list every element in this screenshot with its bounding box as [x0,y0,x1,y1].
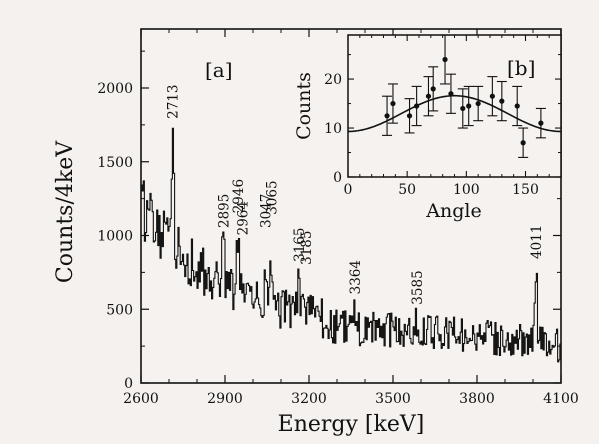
inset-y-tick-label: 20 [324,72,342,88]
angular-distribution-fit-curve [347,94,562,133]
data-point-with-error-bar [445,73,456,114]
inset-axis-tick-labels: 0 50 100 150 0 10 20 [324,72,539,198]
data-point [499,98,505,104]
peak-energy-label: 3364 [348,260,364,294]
energy-spectrum-histogram [141,127,561,363]
data-point-with-error-bar [518,127,529,158]
peak-energy-label: 3185 [299,231,315,265]
inset-x-tick-label: 100 [453,182,480,198]
peak-energy-label: 2946 [231,179,247,213]
inset-y-tick-label: 0 [333,170,342,186]
peak-energy-label: 3047 [258,194,274,228]
inset-x-tick-label: 0 [344,182,353,198]
y-tick-label: 500 [106,302,133,318]
data-point-with-error-bar [428,66,439,112]
data-point-with-error-bar [512,85,523,127]
data-point [390,100,396,107]
data-point-with-error-bar [404,98,415,134]
inset-plot-frame [347,34,562,178]
data-point-with-error-bar [487,76,498,117]
x-tick-label: 2600 [123,391,159,407]
data-point [442,56,448,63]
x-tick-label: 3200 [291,391,327,407]
data-point [425,93,432,99]
data-point [384,113,390,119]
data-point-with-error-bar [440,34,451,85]
inset-y-tick-label: 10 [324,121,342,137]
data-point-with-error-bar [496,80,507,122]
data-point [448,91,454,97]
data-point [414,103,420,109]
data-point-with-error-bar [457,88,468,129]
x-tick-label: 2900 [207,391,243,407]
y-tick-label: 0 [124,376,133,392]
inset-y-axis-title: Counts [293,72,315,140]
main-panel-label: [a] [205,58,233,82]
x-tick-label: 3500 [375,391,411,407]
data-point-with-error-bar [387,83,398,124]
x-tick-label: 3800 [459,391,495,407]
inset-axis-ticks [347,35,561,178]
data-point [514,103,520,109]
data-point-with-error-bar [411,85,422,127]
data-point [489,93,495,99]
y-tick-label: 1500 [97,155,133,171]
inset-panel-label: [b] [507,56,535,80]
main-x-axis-title: Energy [keV] [278,412,425,437]
inset-x-axis-title: Angle [425,200,481,222]
data-point-with-error-bar [423,76,434,117]
peak-energy-label: 3585 [410,270,426,304]
data-point [475,100,481,107]
peak-energy-label: 4011 [529,225,545,259]
data-point [430,86,436,92]
peak-energy-label: 3165 [292,228,308,262]
angular-distribution-data-points [382,34,546,158]
inset-angular-distribution-panel: 0 50 100 150 0 10 20 [b] Angle Counts [293,34,562,222]
peak-energy-label: 2895 [217,194,233,228]
data-point [460,105,466,112]
data-point [520,140,526,146]
x-tick-label: 4100 [543,391,579,407]
y-tick-label: 1000 [97,229,133,245]
peak-energy-label: 2713 [166,85,182,119]
data-point-with-error-bar [382,95,393,136]
inset-x-tick-label: 150 [512,182,539,198]
y-tick-label: 2000 [97,81,133,97]
data-point-with-error-bar [473,85,484,122]
peak-energy-label: 2964 [235,201,251,235]
data-point-with-error-bar [535,107,546,139]
inset-x-tick-label: 50 [398,182,416,198]
data-point [406,113,413,119]
data-point-with-error-bar [463,85,474,127]
data-point [538,120,544,126]
main-y-axis-title: Counts/4keV [53,140,78,283]
peak-energy-label: 3065 [265,180,281,214]
data-point [466,103,472,109]
